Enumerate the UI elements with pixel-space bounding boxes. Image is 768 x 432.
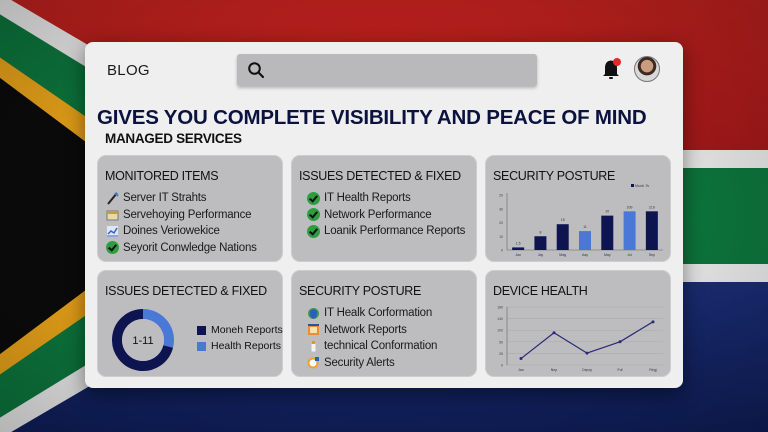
svg-text:209: 209 [627, 205, 633, 209]
svg-text:1.5: 1.5 [516, 241, 521, 245]
legend-swatch [197, 325, 206, 335]
list-item[interactable]: Server IT Strahts [106, 190, 257, 207]
svg-text:100: 100 [497, 329, 503, 333]
report-icon [308, 324, 319, 336]
list-item[interactable]: Network Performance [307, 207, 465, 224]
security-list: IT Healk Corformation Network Reports te… [307, 305, 437, 371]
svg-text:Monit. Ts: Monit. Ts [635, 184, 649, 188]
issues-list: IT Health Reports Network Performance Lo… [307, 190, 465, 240]
chart-icon [107, 225, 118, 237]
card-security-posture-chart[interactable]: SECURITY POSTURE 0 10 20 30 20 1.5 Jan 8 Jay 15 Ma… [485, 155, 671, 262]
card-issues-detected-donut[interactable]: ISSUES DETECTED & FIXED 1-11 Moneh Repor… [97, 270, 283, 377]
svg-text:25: 25 [499, 352, 503, 356]
list-item[interactable]: IT Health Reports [307, 190, 465, 207]
svg-text:Jan: Jan [518, 368, 524, 372]
svg-text:30: 30 [499, 207, 503, 211]
svg-text:1-11: 1-11 [132, 335, 153, 347]
device-health-line-chart: 0 25 50 100 140 180 Jan Nep Cepoy Fuf Regj [497, 306, 663, 372]
monitored-items-list: Server IT Strahts Servehoying Performanc… [106, 190, 257, 256]
check-icon [307, 224, 320, 238]
list-item[interactable]: IT Healk Corformation [307, 305, 437, 322]
page-subheadline: MANAGED SERVICES [105, 131, 242, 146]
bar [556, 224, 569, 250]
user-avatar[interactable] [634, 56, 660, 82]
list-item[interactable]: Loanik Performance Reports [307, 223, 465, 240]
svg-text:Jay: Jay [538, 253, 544, 257]
bar [534, 236, 547, 250]
list-item[interactable]: technical Conformation [307, 338, 437, 355]
svg-text:10: 10 [499, 235, 503, 239]
card-title: SECURITY POSTURE [299, 284, 422, 298]
svg-text:Fuf: Fuf [617, 368, 622, 372]
check-icon [106, 241, 119, 255]
svg-text:Regj: Regj [649, 368, 656, 372]
svg-text:8: 8 [539, 230, 541, 234]
list-item[interactable]: Network Reports [307, 322, 437, 339]
card-security-posture-list[interactable]: SECURITY POSTURE IT Healk Corformation N… [291, 270, 477, 377]
svg-text:210: 210 [649, 205, 655, 209]
card-title: SECURITY POSTURE [493, 169, 616, 183]
donut-segment [142, 309, 174, 348]
card-device-health[interactable]: DEVICE HEALTH 0 25 50 100 140 180 Jan Nep Cepoy F… [485, 270, 671, 377]
svg-text:Nep: Nep [551, 368, 557, 372]
svg-text:Cepoy: Cepoy [582, 368, 592, 372]
card-title: ISSUES DETECTED & FIXED [299, 169, 461, 183]
svg-text:20: 20 [499, 194, 503, 198]
svg-text:20: 20 [499, 221, 503, 225]
bar [601, 215, 614, 250]
document-icon [310, 340, 317, 353]
svg-text:11: 11 [583, 225, 587, 229]
issues-donut-chart: 1-11 [112, 309, 174, 371]
card-issues-detected-list[interactable]: ISSUES DETECTED & FIXED IT Health Report… [291, 155, 477, 262]
dashboard-window: BLOG GIVES YOU COMPLETE VISIBILITY AND P… [85, 42, 683, 388]
bar [623, 211, 636, 250]
legend-item: Moneh Reports [197, 322, 283, 338]
donut-legend: Moneh Reports Health Reports [197, 322, 283, 354]
search-input[interactable] [271, 58, 527, 82]
svg-text:0: 0 [501, 249, 503, 253]
svg-text:15: 15 [561, 218, 565, 222]
svg-text:Jan: Jan [515, 253, 521, 257]
list-item[interactable]: Seyorit Conwledge Nations [106, 240, 257, 257]
svg-text:50: 50 [499, 340, 503, 344]
card-monitored-items[interactable]: MONITORED ITEMS Server IT Strahts Serveh… [97, 155, 283, 262]
search-icon [248, 62, 265, 79]
check-icon [307, 208, 320, 222]
card-title: MONITORED ITEMS [105, 169, 219, 183]
bar [512, 247, 525, 250]
brand-logo[interactable]: BLOG [107, 62, 150, 79]
svg-text:Mag: Mag [559, 253, 566, 257]
donut-segment [112, 309, 174, 371]
legend-swatch [197, 341, 206, 351]
notification-bell-icon[interactable] [601, 57, 623, 81]
svg-text:20: 20 [605, 210, 609, 214]
list-item[interactable]: Doines Veriowekice [106, 223, 257, 240]
svg-text:May: May [604, 253, 611, 257]
search-bar[interactable] [237, 54, 537, 86]
list-item[interactable]: Security Alerts [307, 355, 437, 372]
page-headline: GIVES YOU COMPLETE VISIBILITY AND PEACE … [97, 106, 647, 129]
security-posture-bar-chart: 0 10 20 30 20 1.5 Jan 8 Jay 15 Mag 11 Aay 20 May 209 Jul… [499, 184, 663, 257]
card-title: ISSUES DETECTED & FIXED [105, 284, 267, 298]
svg-text:Sep: Sep [649, 253, 655, 257]
legend-item: Health Reports [197, 338, 283, 354]
svg-text:Aay: Aay [582, 253, 588, 257]
svg-text:140: 140 [497, 317, 503, 321]
top-bar: BLOG [85, 42, 683, 92]
svg-text:Jul: Jul [627, 253, 632, 257]
pencil-icon [107, 192, 119, 205]
svg-text:180: 180 [497, 306, 503, 310]
check-icon [307, 191, 320, 205]
globe-shield-icon [308, 307, 319, 319]
calendar-icon [106, 210, 119, 221]
bar [645, 211, 658, 250]
notification-badge [613, 58, 621, 66]
alert-clock-icon [307, 357, 319, 369]
svg-text:0: 0 [501, 364, 503, 368]
list-item[interactable]: Servehoying Performance [106, 207, 257, 224]
bar [579, 231, 591, 250]
card-title: DEVICE HEALTH [493, 284, 588, 298]
